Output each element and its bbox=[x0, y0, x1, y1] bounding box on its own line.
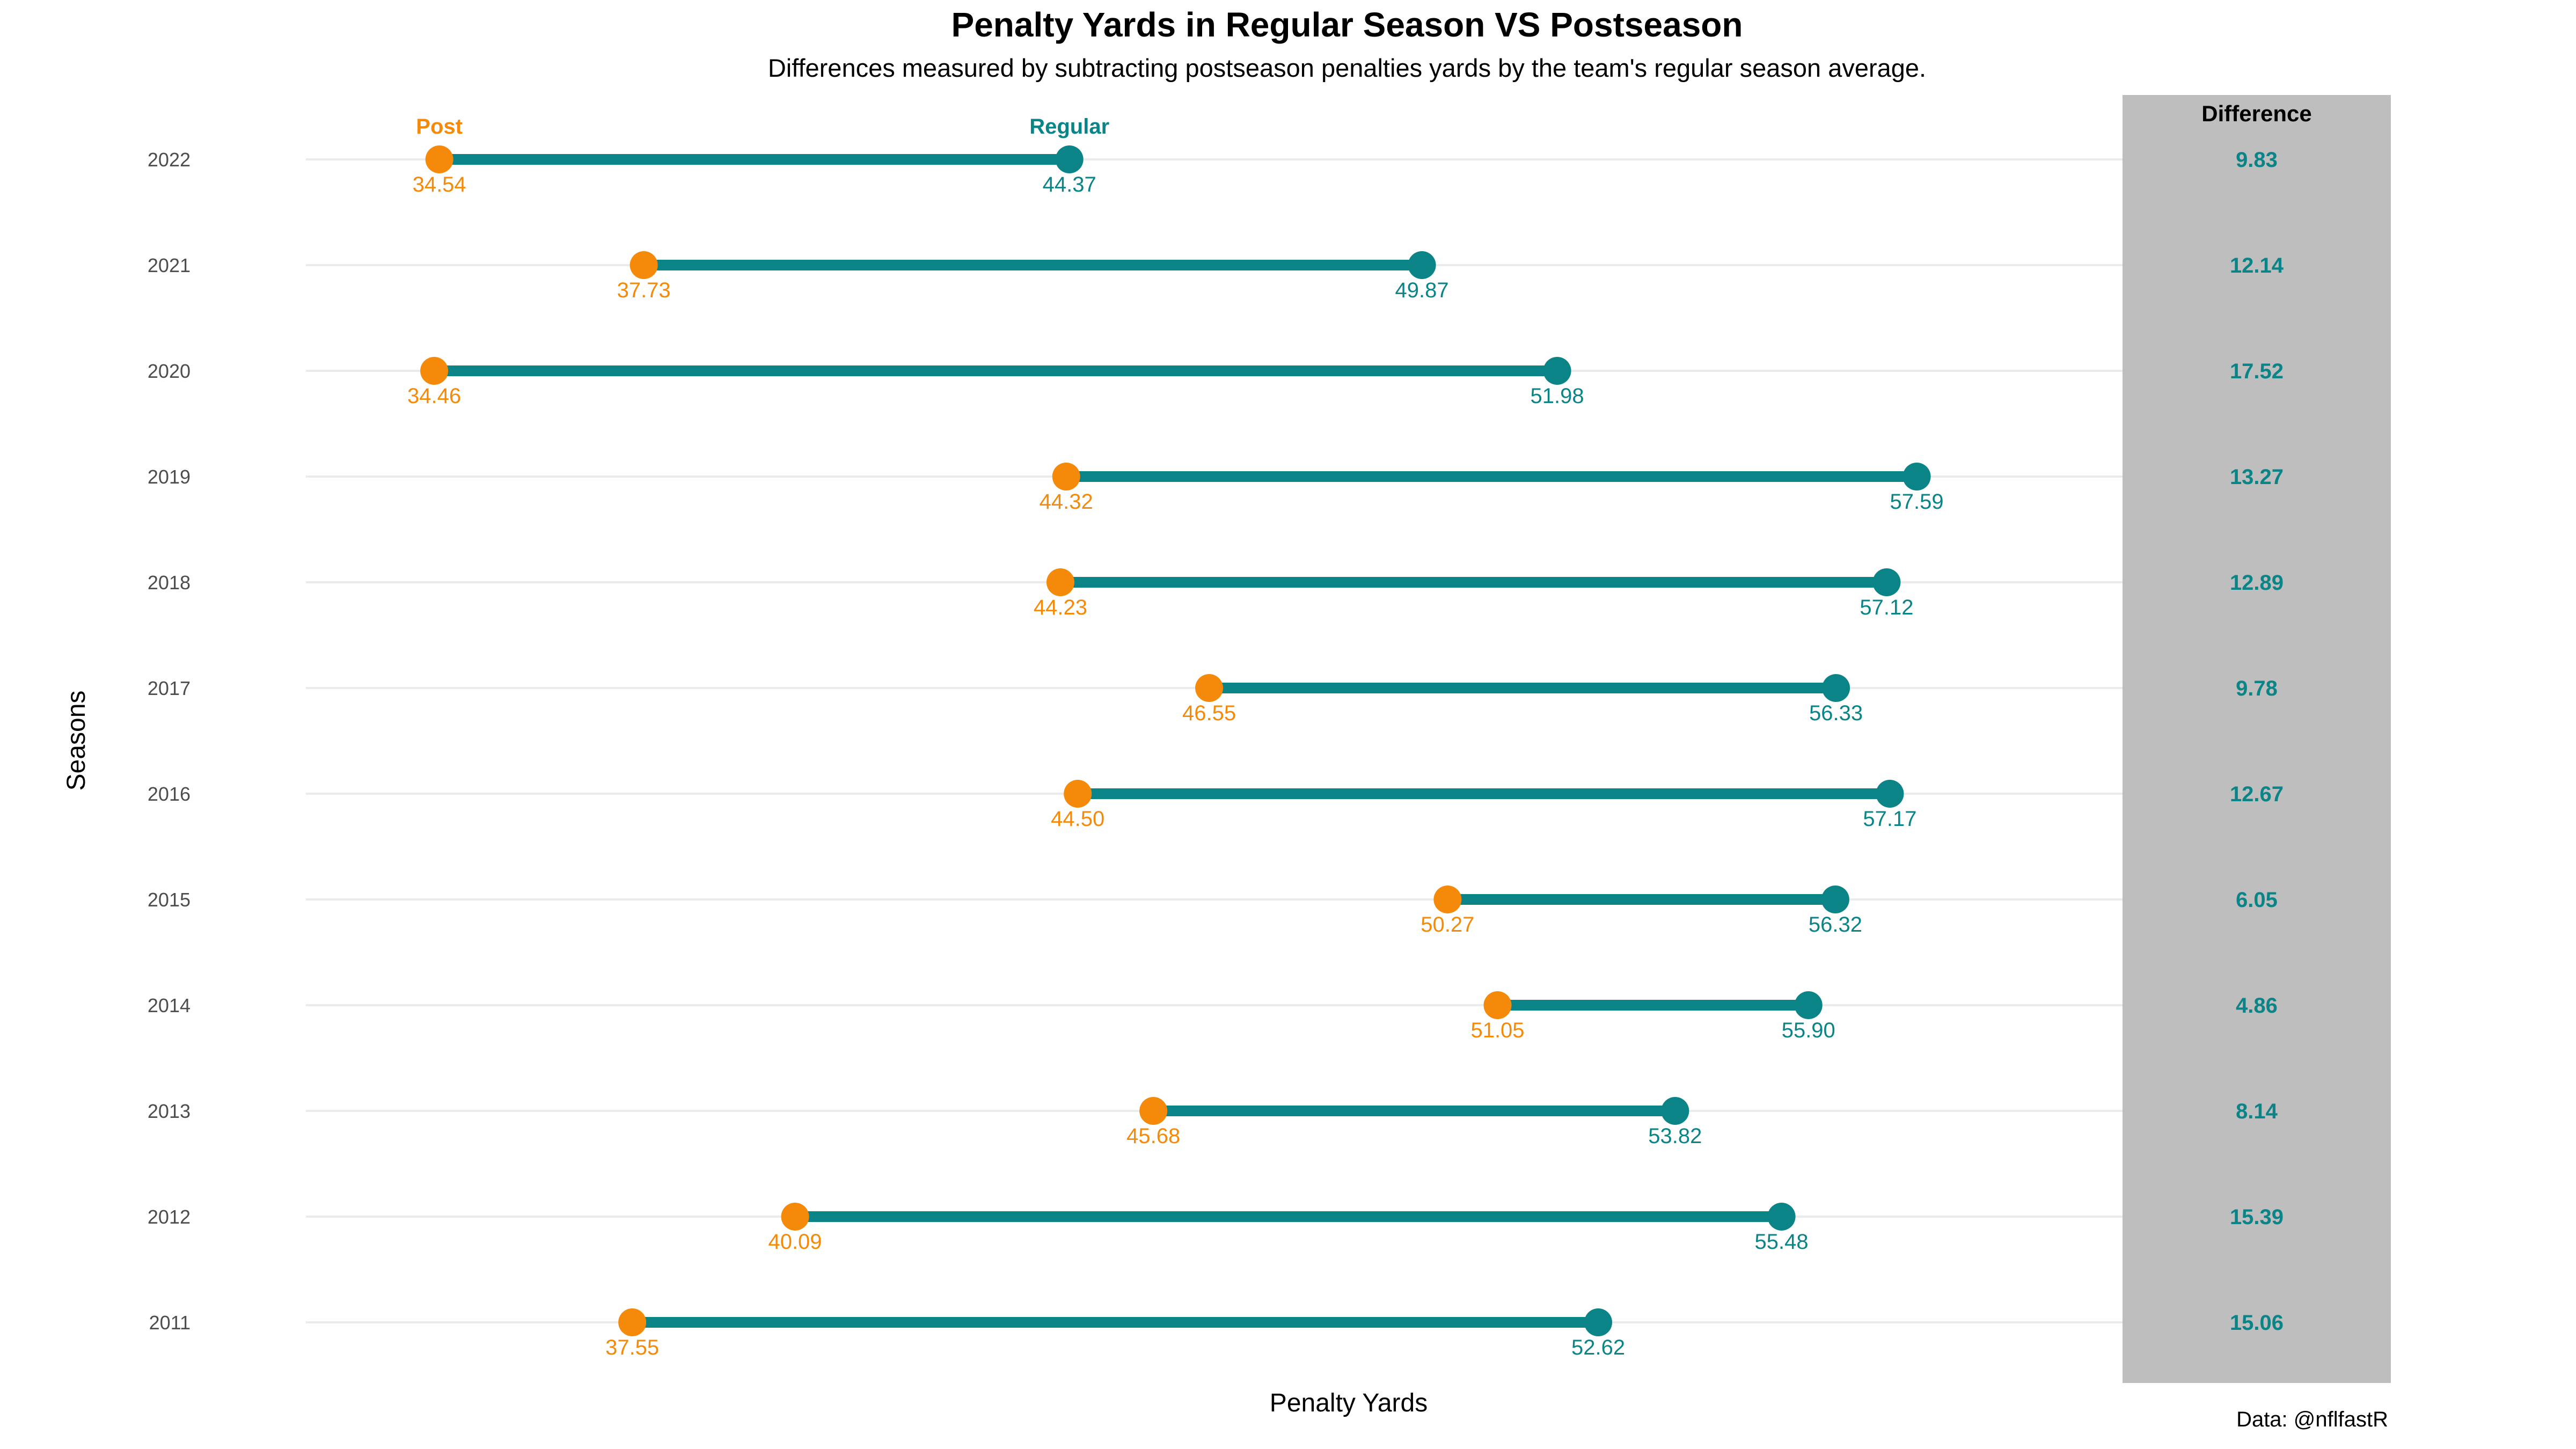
regular-label-season-2014: 55.90 bbox=[1782, 1019, 1835, 1042]
difference-season-2011: 15.06 bbox=[2230, 1311, 2284, 1335]
post-point-season-2013 bbox=[1139, 1097, 1168, 1125]
y-tick-season-2015: 2015 bbox=[148, 889, 191, 911]
difference-season-2014: 4.86 bbox=[2236, 994, 2278, 1018]
y-tick-season-2014: 2014 bbox=[148, 994, 191, 1016]
regular-label-season-2015: 56.32 bbox=[1809, 913, 1862, 936]
post-label-season-2012: 40.09 bbox=[768, 1230, 822, 1254]
difference-season-2017: 9.78 bbox=[2236, 677, 2278, 700]
difference-season-2013: 8.14 bbox=[2236, 1100, 2278, 1123]
regular-label-season-2019: 57.59 bbox=[1890, 490, 1944, 514]
chart-title: Penalty Yards in Regular Season VS Posts… bbox=[952, 5, 1743, 44]
regular-point-season-2021 bbox=[1408, 251, 1436, 279]
post-label-season-2014: 51.05 bbox=[1470, 1019, 1524, 1042]
difference-panel bbox=[2123, 95, 2391, 1383]
difference-header: Difference bbox=[2201, 101, 2311, 126]
regular-point-season-2017 bbox=[1822, 674, 1850, 702]
regular-label-season-2017: 56.33 bbox=[1809, 701, 1863, 725]
regular-label-season-2012: 55.48 bbox=[1755, 1230, 1809, 1254]
regular-point-season-2011 bbox=[1584, 1308, 1613, 1336]
y-tick-season-2019: 2019 bbox=[148, 466, 191, 488]
y-tick-season-2022: 2022 bbox=[148, 149, 191, 171]
post-point-season-2020 bbox=[420, 357, 449, 385]
difference-season-2012: 15.39 bbox=[2230, 1205, 2284, 1229]
y-tick-season-2017: 2017 bbox=[148, 677, 191, 699]
post-label-season-2015: 50.27 bbox=[1421, 913, 1474, 936]
post-point-season-2011 bbox=[618, 1308, 647, 1336]
y-tick-season-2021: 2021 bbox=[148, 254, 191, 276]
y-tick-season-2011: 2011 bbox=[149, 1312, 191, 1334]
legend-regular-label: Regular bbox=[1029, 115, 1109, 138]
difference-season-2022: 9.83 bbox=[2236, 148, 2278, 172]
post-label-season-2021: 37.73 bbox=[617, 279, 671, 302]
post-label-season-2022: 34.54 bbox=[413, 173, 466, 196]
regular-label-season-2022: 44.37 bbox=[1043, 173, 1096, 196]
caption: Data: @nflfastR bbox=[2236, 1408, 2388, 1431]
regular-point-season-2012 bbox=[1767, 1203, 1796, 1231]
regular-point-season-2015 bbox=[1821, 885, 1849, 913]
regular-point-season-2022 bbox=[1055, 145, 1084, 173]
post-label-season-2013: 45.68 bbox=[1126, 1124, 1180, 1148]
y-tick-season-2018: 2018 bbox=[148, 572, 191, 594]
regular-point-season-2018 bbox=[1872, 568, 1901, 596]
y-tick-season-2020: 2020 bbox=[148, 360, 191, 382]
regular-label-season-2016: 57.17 bbox=[1863, 807, 1916, 831]
regular-label-season-2018: 57.12 bbox=[1860, 596, 1913, 619]
y-tick-season-2012: 2012 bbox=[148, 1206, 191, 1228]
regular-point-season-2014 bbox=[1794, 991, 1823, 1019]
post-label-season-2020: 34.46 bbox=[407, 384, 461, 408]
regular-label-season-2011: 52.62 bbox=[1571, 1336, 1625, 1359]
post-point-season-2014 bbox=[1483, 991, 1512, 1019]
difference-season-2018: 12.89 bbox=[2230, 571, 2284, 595]
y-axis-title: Seasons bbox=[62, 691, 91, 791]
post-label-season-2011: 37.55 bbox=[605, 1336, 659, 1359]
legend-post-label: Post bbox=[416, 115, 463, 138]
post-point-season-2012 bbox=[781, 1203, 809, 1231]
post-label-season-2019: 44.32 bbox=[1040, 490, 1093, 514]
post-point-season-2016 bbox=[1064, 780, 1092, 808]
post-point-season-2022 bbox=[425, 145, 453, 173]
difference-values: 9.83 12.14 17.52 13.27 12.89 9.78 12.67 6.05 4.8… bbox=[2230, 148, 2284, 1335]
post-point-season-2019 bbox=[1052, 463, 1080, 491]
post-label-season-2017: 46.55 bbox=[1182, 701, 1236, 725]
regular-point-season-2016 bbox=[1876, 780, 1904, 808]
regular-point-season-2013 bbox=[1661, 1097, 1689, 1125]
difference-season-2016: 12.67 bbox=[2230, 782, 2284, 806]
regular-label-season-2021: 49.87 bbox=[1395, 279, 1449, 302]
y-tick-season-2016: 2016 bbox=[148, 783, 191, 805]
regular-point-season-2019 bbox=[1902, 463, 1931, 491]
regular-point-season-2020 bbox=[1543, 357, 1571, 385]
post-point-season-2015 bbox=[1433, 885, 1462, 913]
dumbbell-marks bbox=[420, 145, 1931, 1336]
difference-season-2020: 17.52 bbox=[2230, 360, 2284, 383]
regular-label-season-2020: 51.98 bbox=[1531, 384, 1584, 408]
post-label-season-2016: 44.50 bbox=[1051, 807, 1104, 831]
x-axis-title: Penalty Yards bbox=[1270, 1389, 1428, 1417]
post-point-season-2018 bbox=[1046, 568, 1074, 596]
post-point-season-2021 bbox=[630, 251, 658, 279]
regular-label-season-2013: 53.82 bbox=[1648, 1124, 1702, 1148]
post-point-season-2017 bbox=[1195, 674, 1224, 702]
difference-season-2015: 6.05 bbox=[2236, 888, 2278, 912]
y-tick-labels: 2022 2021 2020 2019 2018 2017 2016 2015 2014 2013… bbox=[148, 149, 191, 1334]
difference-season-2019: 13.27 bbox=[2230, 465, 2284, 489]
gridlines bbox=[306, 158, 2123, 1323]
y-tick-season-2013: 2013 bbox=[148, 1100, 191, 1122]
value-labels: 34.54 44.37 37.73 49.87 34.46 51.98 44.32 57.59… bbox=[407, 173, 1944, 1359]
difference-season-2021: 12.14 bbox=[2230, 254, 2284, 277]
post-label-season-2018: 44.23 bbox=[1034, 596, 1087, 619]
chart-subtitle: Differences measured by subtracting post… bbox=[768, 54, 1926, 82]
